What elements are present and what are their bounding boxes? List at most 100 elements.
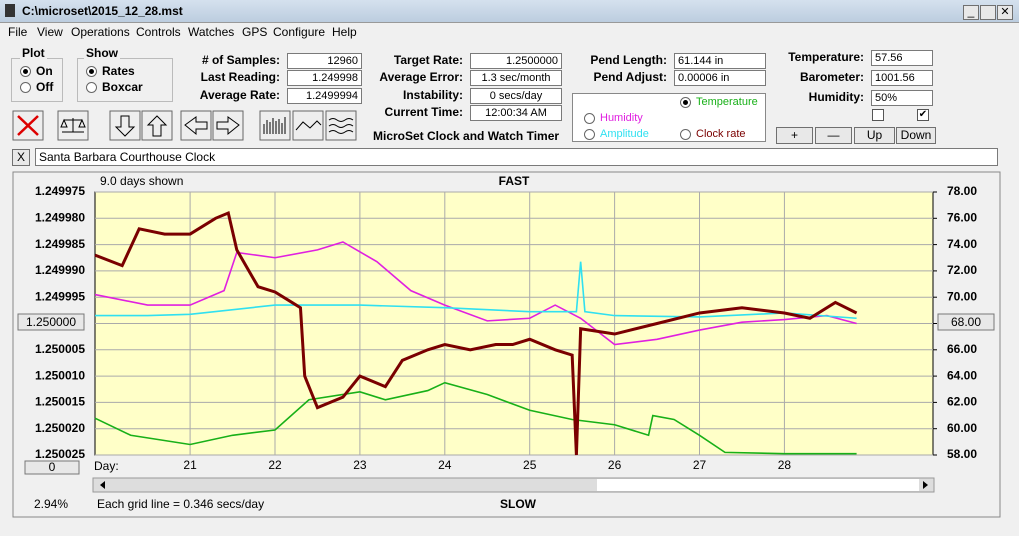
field-value: 61.144 in	[674, 53, 766, 69]
menu-item[interactable]: File	[8, 25, 28, 39]
x-tick-label: 23	[353, 458, 367, 472]
delete-button[interactable]	[12, 110, 44, 141]
field-value: 0.00006 in	[674, 70, 766, 86]
field-value: 50%	[871, 90, 933, 106]
window-title: C:\microset\2015_12_28.mst	[22, 4, 183, 18]
y-tick-label: 1.250020	[35, 421, 85, 435]
radio[interactable]: Amplitude	[584, 128, 649, 140]
x-tick-label: 21	[183, 458, 197, 472]
series-line	[94, 241, 857, 346]
title-bar	[0, 0, 1019, 23]
radio[interactable]: Clock rate	[680, 128, 746, 140]
plot-select-group	[572, 93, 766, 142]
minimize[interactable]: _	[963, 5, 979, 20]
y-tick-label: 1.250015	[35, 395, 85, 409]
menu-item[interactable]: View	[37, 25, 63, 39]
right-box[interactable]: 68.00	[951, 315, 981, 329]
menu-item[interactable]: Controls	[136, 25, 181, 39]
menu-item[interactable]: Watches	[188, 25, 235, 39]
scroll-right[interactable]	[923, 481, 928, 489]
menu-item[interactable]: Configure	[273, 25, 326, 39]
up-button[interactable]	[141, 110, 173, 141]
waves-button[interactable]	[325, 110, 357, 141]
button[interactable]: +	[776, 127, 813, 144]
left-button[interactable]	[180, 110, 212, 141]
field-value: 1.2499994	[287, 88, 362, 104]
radio-label: Humidity	[600, 112, 643, 124]
radio[interactable]: Temperature	[680, 96, 758, 108]
y2-tick-label: 60.00	[947, 421, 977, 435]
field-label: Instability:	[402, 88, 463, 102]
scroll-left[interactable]	[100, 481, 105, 489]
series-line	[94, 381, 857, 455]
button[interactable]: —	[815, 127, 852, 144]
radio[interactable]: Humidity	[584, 112, 643, 124]
percent: 2.94%	[34, 497, 68, 511]
radio-label: Off	[36, 80, 54, 94]
radio-label: On	[36, 64, 53, 78]
menu-item[interactable]: Help	[332, 25, 357, 39]
checkbox[interactable]	[872, 109, 884, 121]
bottom-box[interactable]: 0	[49, 460, 56, 474]
field-label: Target Rate:	[393, 53, 463, 67]
y2-tick-label: 58.00	[947, 447, 977, 461]
field-label: Average Rate:	[199, 88, 280, 102]
radio-label: Amplitude	[600, 128, 649, 140]
x-tick-label: 26	[608, 458, 622, 472]
menu-item[interactable]: GPS	[242, 25, 268, 39]
menu-item[interactable]: Operations	[71, 25, 130, 39]
y2-tick-label: 66.00	[947, 342, 977, 356]
slow-label: SLOW	[500, 497, 537, 511]
radio[interactable]: On	[20, 64, 53, 78]
scrollbar-space	[597, 479, 919, 491]
show-group-title: Show	[84, 46, 120, 60]
x-axis-label: Day:	[94, 459, 119, 473]
field-label: Average Error:	[379, 70, 463, 84]
radio[interactable]: Rates	[86, 64, 135, 78]
x-tick-label: 24	[438, 458, 452, 472]
y-tick-label: 1.249975	[35, 184, 85, 198]
wave-button[interactable]	[292, 110, 324, 141]
left-box[interactable]: 1.250000	[26, 315, 76, 329]
left-box-frame	[17, 313, 85, 331]
y2-tick-label: 70.00	[947, 289, 977, 303]
radio-label: Boxcar	[102, 80, 143, 94]
field-value: 1.3 sec/month	[470, 70, 562, 86]
x-tick-label: 22	[268, 458, 282, 472]
radio-dot	[680, 96, 691, 108]
right-box-frame	[937, 313, 995, 331]
days-shown: 9.0 days shown	[100, 174, 183, 188]
button[interactable]: Down	[896, 127, 936, 144]
x-tick-label: 28	[778, 458, 792, 472]
radio[interactable]: Off	[20, 80, 53, 94]
y-tick-label: 1.249980	[35, 210, 85, 224]
series-line	[94, 210, 858, 456]
down-button[interactable]	[109, 110, 141, 141]
maximize[interactable]	[980, 5, 996, 20]
radio[interactable]: Boxcar	[86, 80, 143, 94]
y2-tick-label: 76.00	[947, 210, 977, 224]
close-watch-button[interactable]: X	[12, 149, 30, 166]
field-value: 12960	[287, 53, 362, 69]
y2-tick-label: 72.00	[947, 263, 977, 277]
close-window[interactable]: ✕	[997, 5, 1013, 20]
radio-dot	[584, 128, 595, 140]
bottom-box-frame	[24, 460, 80, 475]
right-button[interactable]	[212, 110, 244, 141]
radio-dot	[680, 128, 691, 140]
balance-button[interactable]	[57, 110, 89, 141]
show-group	[77, 58, 173, 102]
y-tick-label: 1.250010	[35, 368, 85, 382]
watch-name[interactable]: Santa Barbara Courthouse Clock	[35, 148, 998, 166]
bars-button[interactable]	[259, 110, 291, 141]
field-label: Barometer:	[799, 70, 864, 84]
radio-label: Rates	[102, 64, 135, 78]
checkbox[interactable]: ✔	[917, 109, 929, 121]
fast-label: FAST	[499, 174, 530, 188]
button[interactable]: Up	[854, 127, 895, 144]
y-tick-label: 1.249990	[35, 263, 85, 277]
plot-group-title: Plot	[20, 46, 47, 60]
field-label: Pend Adjust:	[593, 70, 667, 84]
field-value: 1.2500000	[470, 53, 562, 69]
y-tick-label: 1.250005	[35, 342, 85, 356]
